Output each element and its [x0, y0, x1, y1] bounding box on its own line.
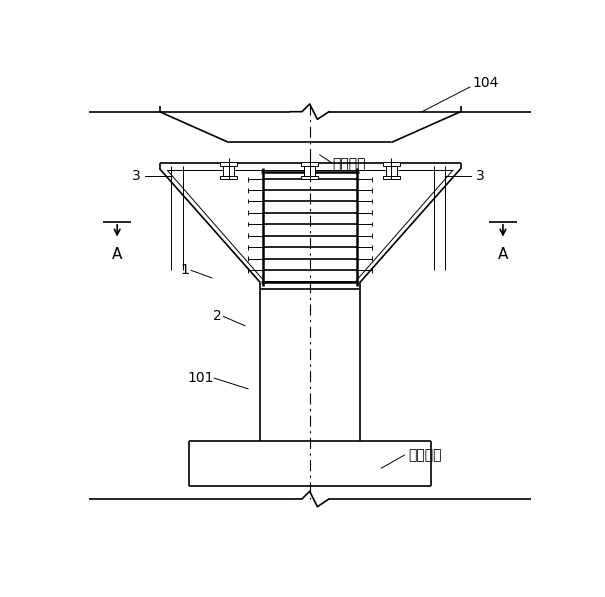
Bar — [301, 176, 318, 179]
Bar — [301, 162, 318, 167]
Bar — [220, 176, 237, 179]
Bar — [223, 167, 234, 176]
Bar — [386, 167, 397, 176]
Text: 104: 104 — [472, 76, 499, 90]
Bar — [383, 162, 400, 167]
Text: 3: 3 — [476, 168, 485, 183]
Bar — [383, 176, 400, 179]
Text: 桥墩承台: 桥墩承台 — [408, 448, 442, 462]
Text: 桥梁支座: 桥梁支座 — [333, 157, 366, 171]
Bar — [304, 167, 315, 176]
Text: 1: 1 — [180, 263, 189, 277]
Text: 101: 101 — [187, 371, 214, 385]
Bar — [220, 162, 237, 167]
Text: A: A — [112, 247, 122, 262]
Text: 3: 3 — [131, 168, 140, 183]
Text: A: A — [498, 247, 508, 262]
Text: 2: 2 — [213, 309, 221, 324]
